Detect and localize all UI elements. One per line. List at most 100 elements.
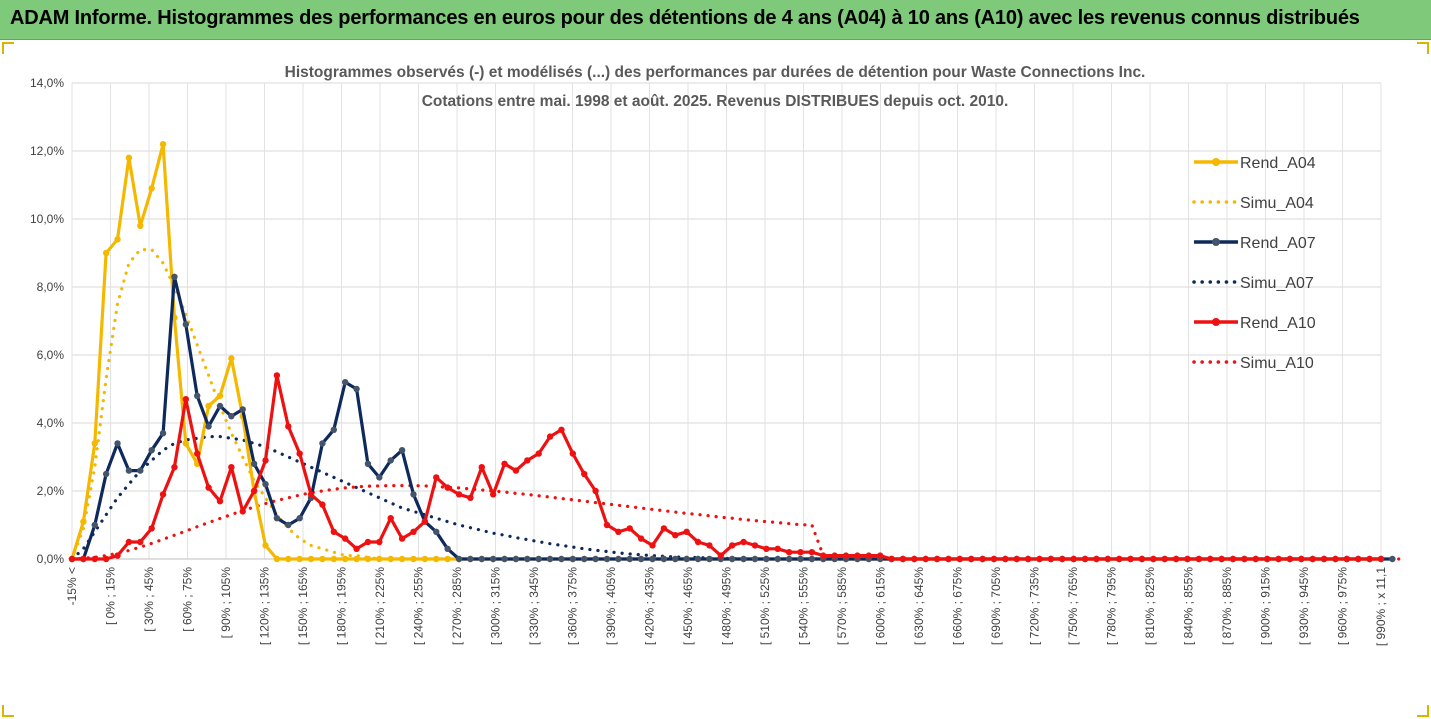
data-point-rend-a04: [125, 154, 133, 161]
legend-marker-rend-a07: [1212, 238, 1220, 246]
data-point-rend-a07: [159, 430, 167, 437]
frame-corner-tl: [2, 42, 14, 54]
data-point-rend-a10: [1355, 555, 1362, 563]
data-point-rend-a10: [694, 538, 702, 546]
data-point-rend-a07: [455, 555, 463, 563]
data-point-rend-a10: [1070, 555, 1077, 563]
data-point-rend-a10: [330, 528, 337, 535]
x-tick-label: [ 180% ; 195%: [335, 567, 349, 645]
data-point-rend-a07: [535, 555, 542, 563]
x-tick-label: [ 570% ; 585%: [835, 567, 849, 645]
data-point-rend-a07: [569, 555, 577, 563]
data-point-rend-a07: [774, 555, 781, 563]
data-point-rend-a10: [717, 552, 725, 559]
data-point-rend-a04: [228, 355, 235, 362]
data-point-rend-a10: [1195, 555, 1203, 563]
data-point-rend-a04: [262, 542, 269, 549]
data-point-rend-a10: [888, 555, 895, 563]
x-tick-label: [ 600% ; 615%: [874, 567, 888, 645]
data-point-rend-a07: [262, 481, 269, 488]
data-point-rend-a10: [535, 450, 542, 457]
data-point-rend-a10: [763, 545, 770, 552]
data-point-rend-a07: [546, 555, 554, 563]
data-point-rend-a10: [524, 457, 531, 464]
line-chart: 0,0% 2,0% 4,0% 6,0% 8,0% 10,0% 12,0% 14,0% -15% …: [30, 64, 1406, 646]
data-point-rend-a10: [1024, 555, 1032, 563]
data-point-rend-a10: [899, 555, 907, 563]
data-point-rend-a10: [751, 542, 759, 549]
data-point-rend-a07: [501, 555, 508, 563]
data-point-rend-a07: [512, 555, 520, 563]
data-point-rend-a10: [660, 525, 668, 532]
data-point-rend-a07: [808, 555, 816, 563]
data-point-rend-a07: [626, 555, 633, 563]
data-point-rend-a10: [1320, 555, 1328, 563]
legend-label-rend-a07: Rend_A07: [1240, 235, 1316, 252]
data-point-rend-a10: [808, 549, 816, 556]
data-point-rend-a10: [478, 464, 485, 471]
data-point-rend-a07: [125, 467, 133, 474]
y-tick-label: 0,0%: [37, 552, 65, 566]
data-point-rend-a07: [672, 555, 679, 563]
data-point-rend-a10: [1116, 555, 1123, 563]
x-tick-label: [ 60% ; 75%: [181, 567, 195, 632]
data-point-rend-a04: [273, 555, 281, 563]
data-point-rend-a10: [1298, 555, 1305, 563]
data-point-rend-a10: [182, 396, 190, 403]
data-point-rend-a07: [410, 491, 417, 498]
data-point-rend-a10: [1161, 555, 1168, 563]
data-point-rend-a10: [1093, 555, 1100, 563]
x-tick-label: [ 540% ; 555%: [797, 567, 811, 645]
data-point-rend-a07: [330, 426, 337, 433]
data-point-rend-a07: [341, 379, 349, 386]
legend-label-rend-a04: Rend_A04: [1240, 155, 1316, 172]
x-tick-label: [ 150% ; 165%: [296, 567, 310, 645]
x-tick-label: [ 900% ; 915%: [1259, 567, 1273, 645]
data-point-rend-a07: [194, 392, 201, 399]
data-point-rend-a07: [558, 555, 565, 563]
x-tick-label: [ 270% ; 285%: [450, 567, 464, 645]
y-tick-label: 12,0%: [30, 144, 64, 158]
data-point-rend-a10: [171, 464, 178, 471]
y-tick-label: 4,0%: [37, 416, 65, 430]
data-point-rend-a10: [1309, 555, 1316, 563]
data-point-rend-a10: [876, 552, 884, 559]
data-point-rend-a07: [785, 555, 793, 563]
data-point-rend-a10: [956, 555, 964, 563]
data-point-rend-a10: [1377, 555, 1385, 563]
data-point-rend-a10: [603, 521, 611, 529]
data-point-rend-a04: [341, 555, 349, 563]
x-tick-label: [ 240% ; 255%: [412, 567, 426, 645]
data-point-rend-a10: [1343, 555, 1351, 563]
x-tick-label: [ 450% ; 465%: [681, 567, 695, 645]
data-point-rend-a04: [364, 555, 372, 563]
data-point-rend-a04: [307, 555, 315, 563]
data-point-rend-a07: [433, 528, 440, 535]
data-point-rend-a10: [80, 555, 87, 563]
data-point-rend-a10: [626, 525, 633, 532]
data-point-rend-a07: [706, 555, 713, 563]
data-point-rend-a10: [353, 545, 360, 552]
data-point-rend-a10: [1366, 555, 1373, 563]
data-point-rend-a10: [273, 372, 281, 379]
data-point-rend-a07: [398, 447, 406, 454]
report-header: ADAM Informe. Histogrammes des performan…: [0, 0, 1431, 40]
x-tick-label: [ 30% ; 45%: [142, 567, 156, 632]
x-tick-label: [ 780% ; 795%: [1105, 567, 1119, 645]
x-tick-label: [ 390% ; 405%: [604, 567, 618, 645]
data-point-rend-a10: [216, 498, 224, 505]
data-point-rend-a10: [102, 555, 110, 563]
data-point-rend-a10: [239, 508, 246, 515]
data-point-rend-a10: [637, 535, 645, 542]
data-point-rend-a07: [649, 555, 656, 563]
data-point-rend-a10: [1081, 555, 1089, 563]
series-line-simu-a04: [70, 248, 1395, 561]
x-tick-label: [ 210% ; 225%: [373, 567, 387, 645]
data-point-rend-a10: [1252, 555, 1259, 563]
x-tick-label: [ 0% ; 15%: [104, 567, 118, 625]
data-point-rend-a07: [148, 447, 155, 454]
data-point-rend-a10: [341, 535, 349, 542]
y-tick-label: 10,0%: [30, 212, 64, 226]
data-point-rend-a04: [137, 222, 144, 229]
data-point-rend-a10: [307, 491, 315, 498]
